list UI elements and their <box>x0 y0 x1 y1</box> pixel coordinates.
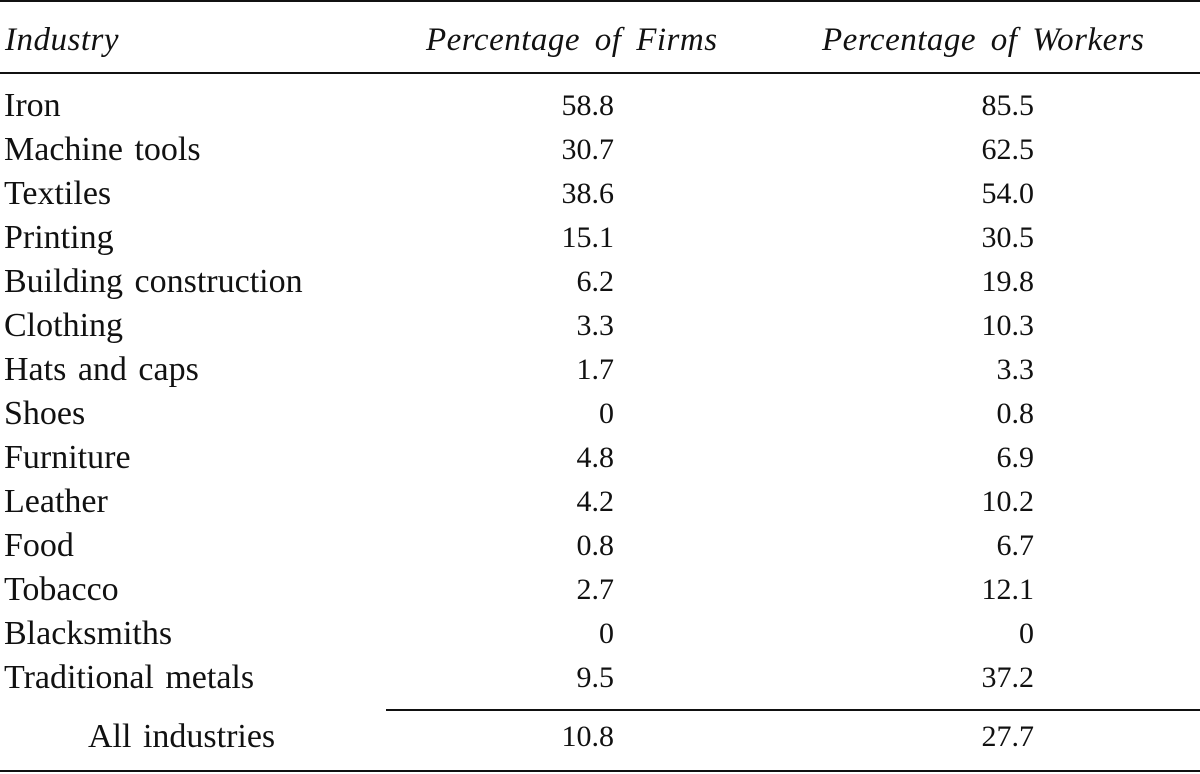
workers-percentage: 10.2 <box>981 485 1035 518</box>
firms-percentage: 0 <box>599 617 614 650</box>
total-firms-value: 10.8 <box>561 720 615 753</box>
firms-percentage: 3.3 <box>576 309 615 342</box>
industry-name: Traditional metals <box>4 659 255 696</box>
firms-percentage: 30.7 <box>561 133 615 166</box>
industry-name: Printing <box>4 219 114 256</box>
table-row: Machine tools 30.7 62.5 <box>0 128 1200 172</box>
table-row: Hats and caps 1.7 3.3 <box>0 348 1200 392</box>
firms-percentage: 2.7 <box>576 573 615 606</box>
table-row: Shoes 0 0.8 <box>0 392 1200 436</box>
firms-percentage: 58.8 <box>561 89 615 122</box>
industry-name: Textiles <box>4 175 112 212</box>
firms-percentage: 38.6 <box>561 177 615 210</box>
column-header-workers: Percentage of Workers <box>822 22 1145 58</box>
industry-name: Machine tools <box>4 131 201 168</box>
firms-percentage: 15.1 <box>561 221 615 254</box>
industry-name: Blacksmiths <box>4 615 173 652</box>
workers-percentage: 30.5 <box>981 221 1035 254</box>
firms-percentage: 6.2 <box>576 265 615 298</box>
table-row: Iron 58.8 85.5 <box>0 84 1200 128</box>
workers-percentage: 6.9 <box>996 441 1035 474</box>
table-bottom-rule <box>0 770 1200 772</box>
workers-percentage: 62.5 <box>981 133 1035 166</box>
firms-percentage: 4.2 <box>576 485 615 518</box>
table-row: Traditional metals 9.5 37.2 <box>0 656 1200 700</box>
firms-percentage: 9.5 <box>576 661 615 694</box>
workers-percentage: 12.1 <box>981 573 1035 606</box>
total-row: All industries 10.8 27.7 <box>0 714 1200 760</box>
industry-name: Leather <box>4 483 108 520</box>
table-row: Tobacco 2.7 12.1 <box>0 568 1200 612</box>
firms-percentage: 0 <box>599 397 614 430</box>
table-row: Food 0.8 6.7 <box>0 524 1200 568</box>
firms-percentage: 1.7 <box>576 353 615 386</box>
table-row: Furniture 4.8 6.9 <box>0 436 1200 480</box>
workers-percentage: 3.3 <box>996 353 1035 386</box>
workers-percentage: 19.8 <box>981 265 1035 298</box>
workers-percentage: 10.3 <box>981 309 1035 342</box>
workers-percentage: 0 <box>1019 617 1034 650</box>
workers-percentage: 54.0 <box>981 177 1035 210</box>
industry-name: Shoes <box>4 395 86 432</box>
table-row: Clothing 3.3 10.3 <box>0 304 1200 348</box>
industry-name: Tobacco <box>4 571 119 608</box>
industry-name: Furniture <box>4 439 131 476</box>
table-row: Textiles 38.6 54.0 <box>0 172 1200 216</box>
industry-name: Building construction <box>4 263 303 300</box>
industry-name: Food <box>4 527 74 564</box>
table-row: Printing 15.1 30.5 <box>0 216 1200 260</box>
column-header-firms: Percentage of Firms <box>426 22 718 58</box>
table-row: Leather 4.2 10.2 <box>0 480 1200 524</box>
industry-name: Hats and caps <box>4 351 199 388</box>
industry-name: Iron <box>4 87 61 124</box>
table-row: Building construction 6.2 19.8 <box>0 260 1200 304</box>
table-body: Iron 58.8 85.5 Machine tools 30.7 62.5 Textile… <box>0 84 1200 700</box>
table-top-rule <box>0 0 1200 2</box>
firms-percentage: 0.8 <box>576 529 615 562</box>
workers-percentage: 37.2 <box>981 661 1035 694</box>
column-header-industry: Industry <box>5 22 119 58</box>
total-workers-value: 27.7 <box>981 720 1035 753</box>
total-label: All industries <box>88 718 276 755</box>
firms-percentage: 4.8 <box>576 441 615 474</box>
industry-name: Clothing <box>4 307 124 344</box>
total-rule <box>386 709 1200 711</box>
header-rule <box>0 72 1200 74</box>
workers-percentage: 6.7 <box>996 529 1035 562</box>
workers-percentage: 85.5 <box>981 89 1035 122</box>
workers-percentage: 0.8 <box>996 397 1035 430</box>
table-row: Blacksmiths 0 0 <box>0 612 1200 656</box>
